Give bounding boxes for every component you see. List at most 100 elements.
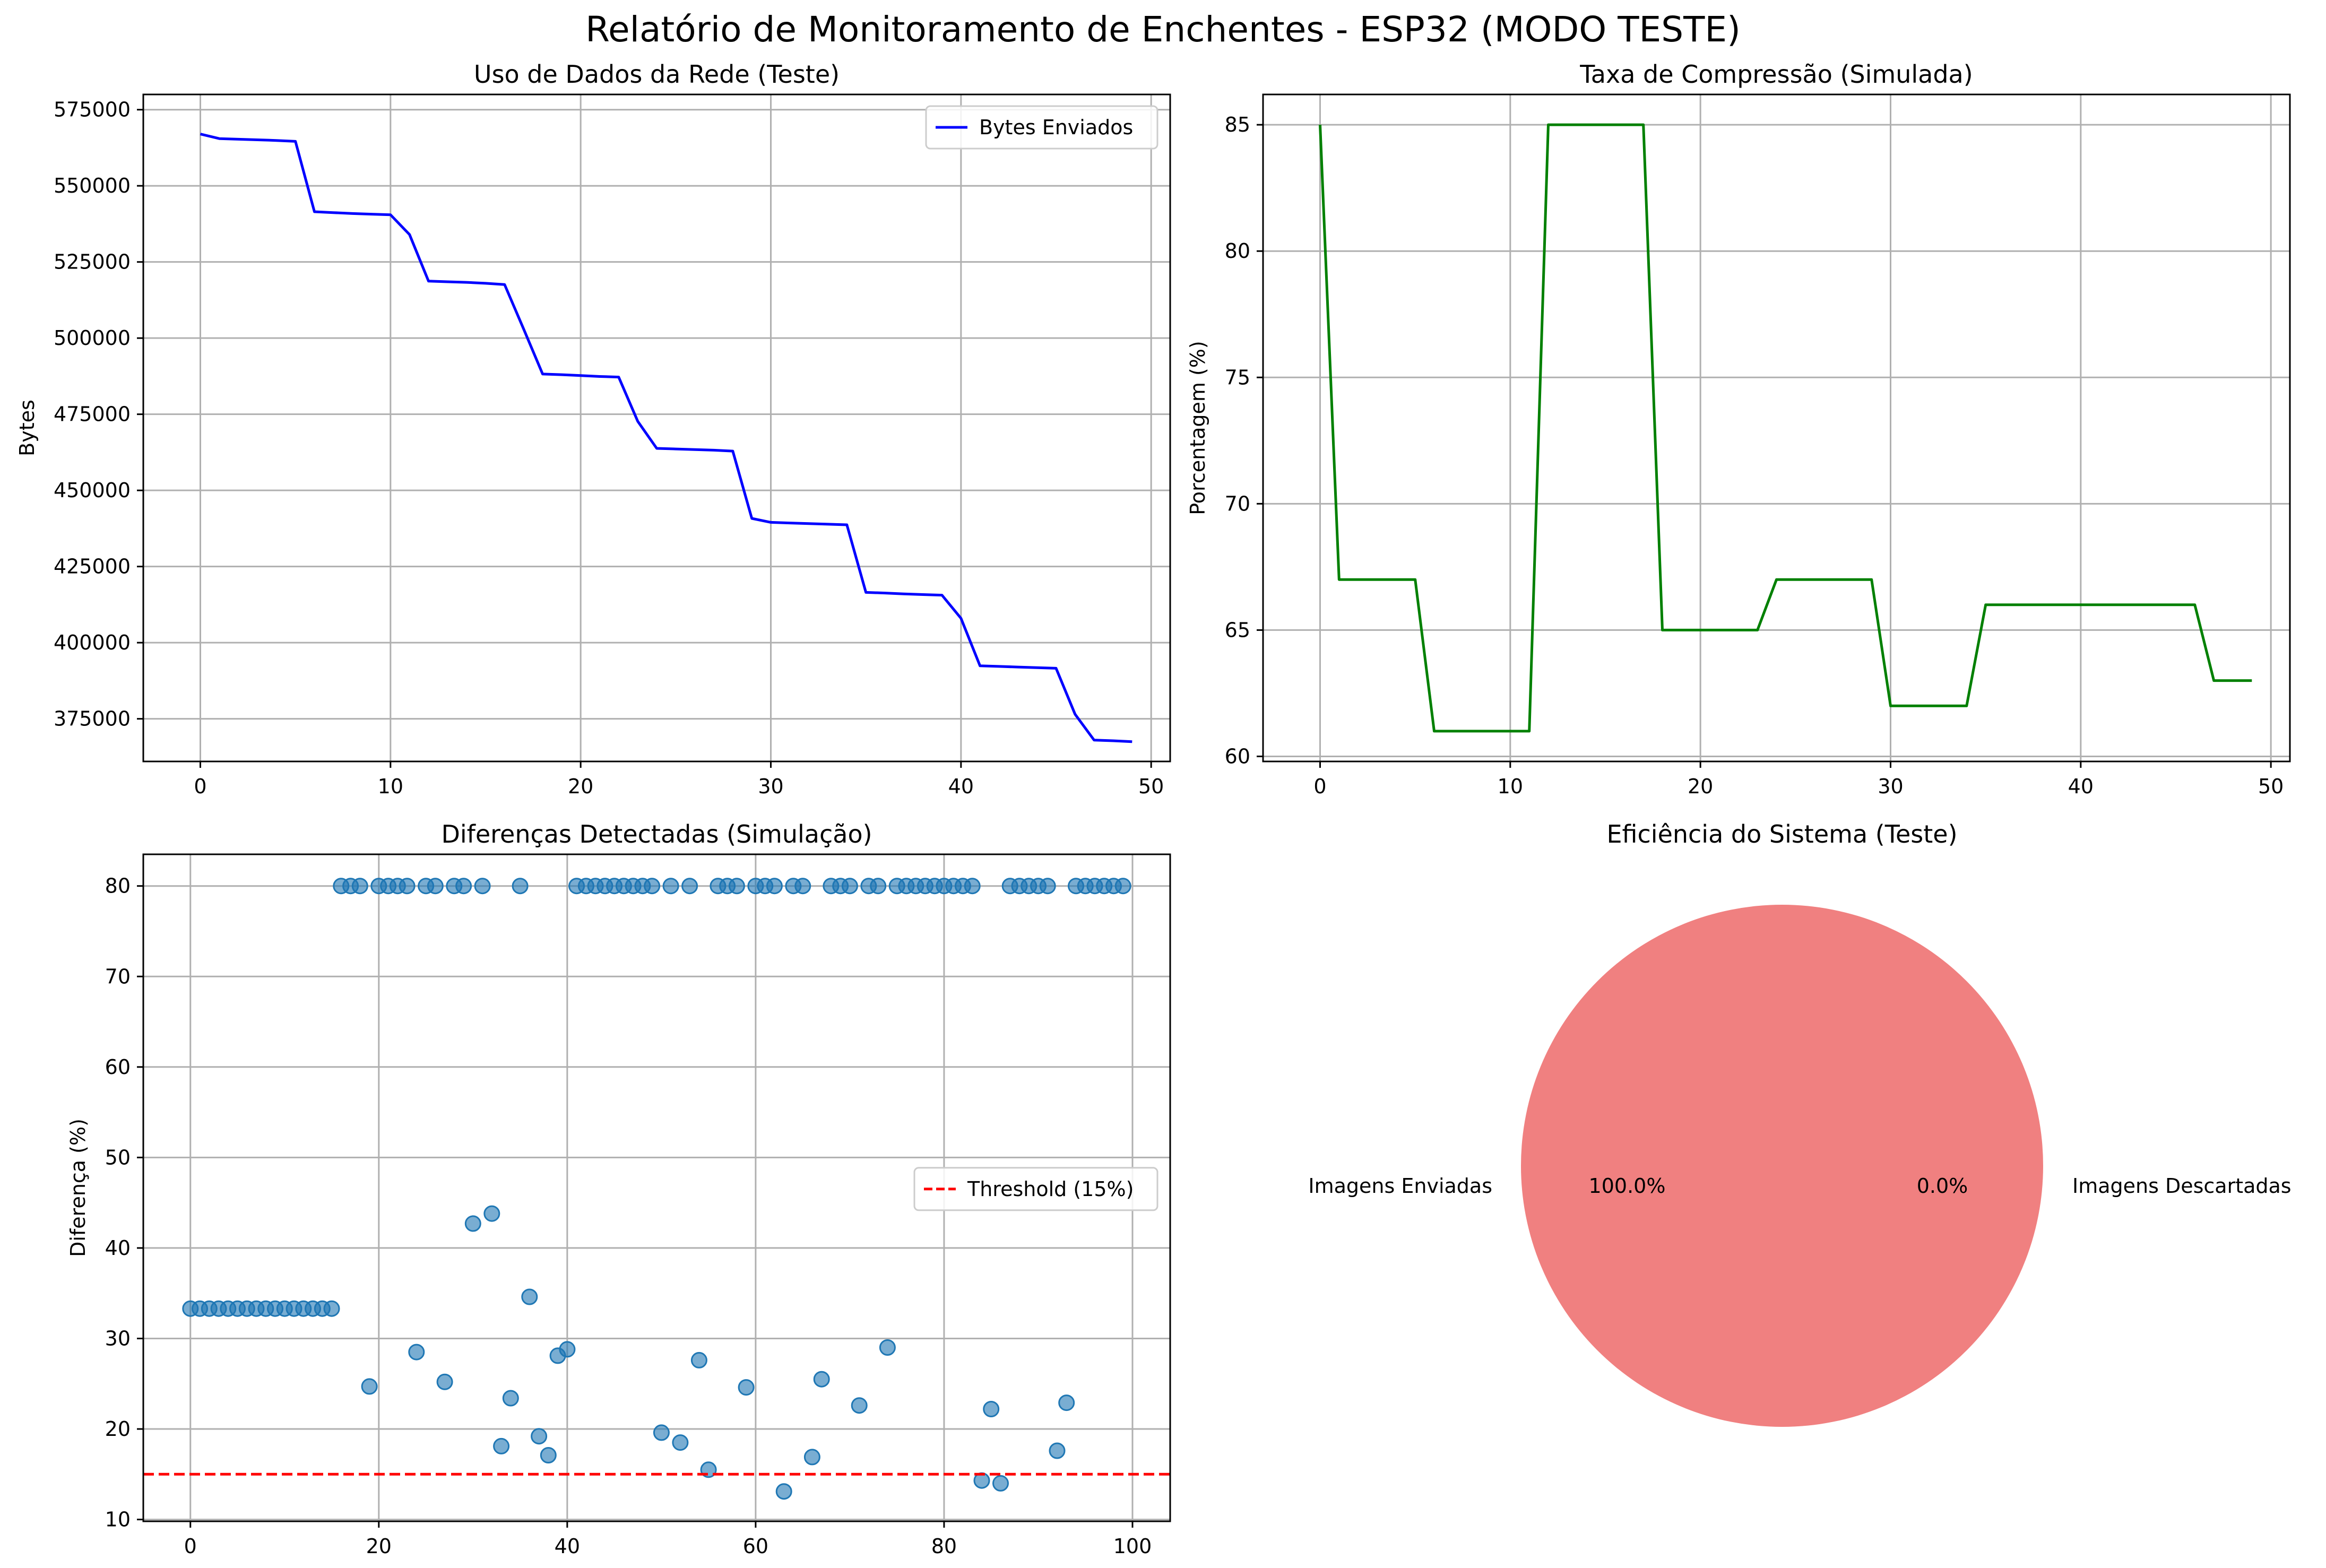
- scatter-point: [841, 878, 858, 895]
- figure-title: Relatório de Monitoramento de Enchentes …: [585, 9, 1741, 50]
- pie-label-0: Imagens Enviadas: [1308, 1174, 1492, 1198]
- scatter-point: [803, 1449, 820, 1466]
- y-tick-label: 500000: [54, 326, 131, 350]
- x-tick-label: 20: [1688, 775, 1713, 798]
- scatter-point: [690, 1352, 707, 1368]
- scatter-point: [983, 1401, 1000, 1417]
- y-axis-label: Diferença (%): [66, 1119, 90, 1257]
- y-tick-label: 400000: [54, 631, 131, 654]
- x-tick-label: 80: [931, 1535, 957, 1558]
- pie-pct-1: 0.0%: [1917, 1174, 1968, 1198]
- x-tick-label: 50: [2258, 775, 2284, 798]
- y-tick-label: 550000: [54, 174, 131, 197]
- scatter-point: [851, 1397, 868, 1414]
- scatter-point: [559, 1341, 576, 1358]
- y-tick-label: 40: [105, 1236, 131, 1260]
- y-tick-label: 575000: [54, 98, 131, 122]
- axes-network-usage: 0 10 20 30 40 50 375000 400000 425000 450000 47500…: [15, 60, 1171, 798]
- scatter-point: [964, 878, 981, 895]
- scatter-point: [775, 1483, 792, 1500]
- pie-label-1: Imagens Descartadas: [2072, 1174, 2292, 1198]
- scatter-point: [681, 878, 698, 895]
- x-tick-label: 0: [1313, 775, 1326, 798]
- y-tick-label: 75: [1225, 366, 1250, 389]
- pie-pct-0: 100.0%: [1589, 1174, 1666, 1198]
- scatter-point: [653, 1424, 670, 1441]
- axes-system-efficiency: Eficiência do Sistema (Teste) Imagens Env…: [1308, 820, 2292, 1427]
- legend-label: Threshold (15%): [967, 1177, 1134, 1201]
- scatter-point: [813, 1371, 830, 1388]
- legend-box: [925, 105, 1158, 150]
- x-tick-label: 100: [1113, 1535, 1152, 1558]
- scatter-point: [351, 878, 368, 895]
- legend-box: [913, 1167, 1158, 1211]
- y-axis-label: Bytes: [15, 400, 39, 456]
- y-axis-label: Porcentagem (%): [1186, 341, 1209, 515]
- y-tick-label: 10: [105, 1508, 131, 1531]
- y-tick-label: 425000: [54, 555, 131, 578]
- scatter-point: [455, 878, 472, 895]
- scatter-point: [483, 1205, 500, 1222]
- scatter-point: [672, 1434, 689, 1451]
- scatter-point: [493, 1437, 510, 1454]
- scatter-point: [728, 878, 745, 895]
- scatter-point: [474, 878, 491, 895]
- x-tick-label: 60: [743, 1535, 768, 1558]
- scatter-point: [662, 878, 679, 895]
- x-tick-label: 10: [1498, 775, 1523, 798]
- y-tick-label: 525000: [54, 250, 131, 274]
- y-tick-label: 50: [105, 1146, 131, 1169]
- scatter-point: [1114, 878, 1131, 895]
- x-tick-label: 30: [758, 775, 783, 798]
- x-tick-label: 0: [184, 1535, 197, 1558]
- x-tick-label: 30: [1878, 775, 1903, 798]
- y-tick-label: 70: [1225, 492, 1250, 515]
- scatter-point: [870, 878, 887, 895]
- x-tick-label: 50: [1138, 775, 1164, 798]
- axes-compression-rate: 0 10 20 30 40 50 60 65 70 75 80 85 Taxa de Compressã…: [1186, 60, 2291, 798]
- scatter-point: [992, 1475, 1009, 1492]
- x-tick-label: 40: [2068, 775, 2094, 798]
- scatter-point: [464, 1215, 481, 1232]
- axes-detected-differences: 0 20 40 60 80 100 10 20 30 40 50 60 70 80 Diferenças D…: [66, 820, 1171, 1558]
- x-tick-label: 40: [948, 775, 974, 798]
- x-tick-label: 20: [568, 775, 593, 798]
- scatter-point: [323, 1300, 340, 1317]
- scatter-point: [399, 878, 416, 895]
- scatter-point: [1058, 1394, 1075, 1411]
- scatter-point: [521, 1288, 538, 1305]
- pie-slice-0: [1521, 905, 2043, 1427]
- scatter-point: [361, 1378, 378, 1395]
- scatter-point: [1039, 878, 1056, 895]
- scatter-point: [879, 1339, 896, 1356]
- axes-title: Eficiência do Sistema (Teste): [1606, 820, 1957, 848]
- y-tick-label: 80: [1225, 239, 1250, 263]
- x-tick-label: 10: [378, 775, 403, 798]
- y-tick-label: 70: [105, 965, 131, 988]
- y-tick-label: 20: [105, 1417, 131, 1441]
- axes-frame: [142, 93, 1171, 763]
- y-tick-label: 60: [105, 1055, 131, 1079]
- scatter-point: [766, 878, 783, 895]
- axes-title: Uso de Dados da Rede (Teste): [474, 60, 840, 89]
- axes-title: Taxa de Compressão (Simulada): [1579, 60, 1973, 89]
- y-tick-label: 30: [105, 1327, 131, 1350]
- y-tick-label: 375000: [54, 707, 131, 731]
- y-tick-label: 60: [1225, 744, 1250, 768]
- scatter-point: [502, 1390, 519, 1407]
- scatter-point: [427, 878, 444, 895]
- series-line-0: [200, 133, 1132, 743]
- scatter-point: [644, 878, 661, 895]
- x-tick-label: 40: [555, 1535, 580, 1558]
- y-tick-label: 80: [105, 874, 131, 898]
- y-tick-label: 475000: [54, 403, 131, 426]
- x-tick-label: 20: [366, 1535, 392, 1558]
- scatter-point: [512, 878, 529, 895]
- scatter-point: [738, 1379, 755, 1396]
- scatter-point: [531, 1428, 548, 1445]
- y-tick-label: 85: [1225, 113, 1250, 136]
- axes-title: Diferenças Detectadas (Simulação): [441, 820, 872, 848]
- y-tick-label: 65: [1225, 618, 1250, 642]
- axes-frame: [1262, 93, 2291, 763]
